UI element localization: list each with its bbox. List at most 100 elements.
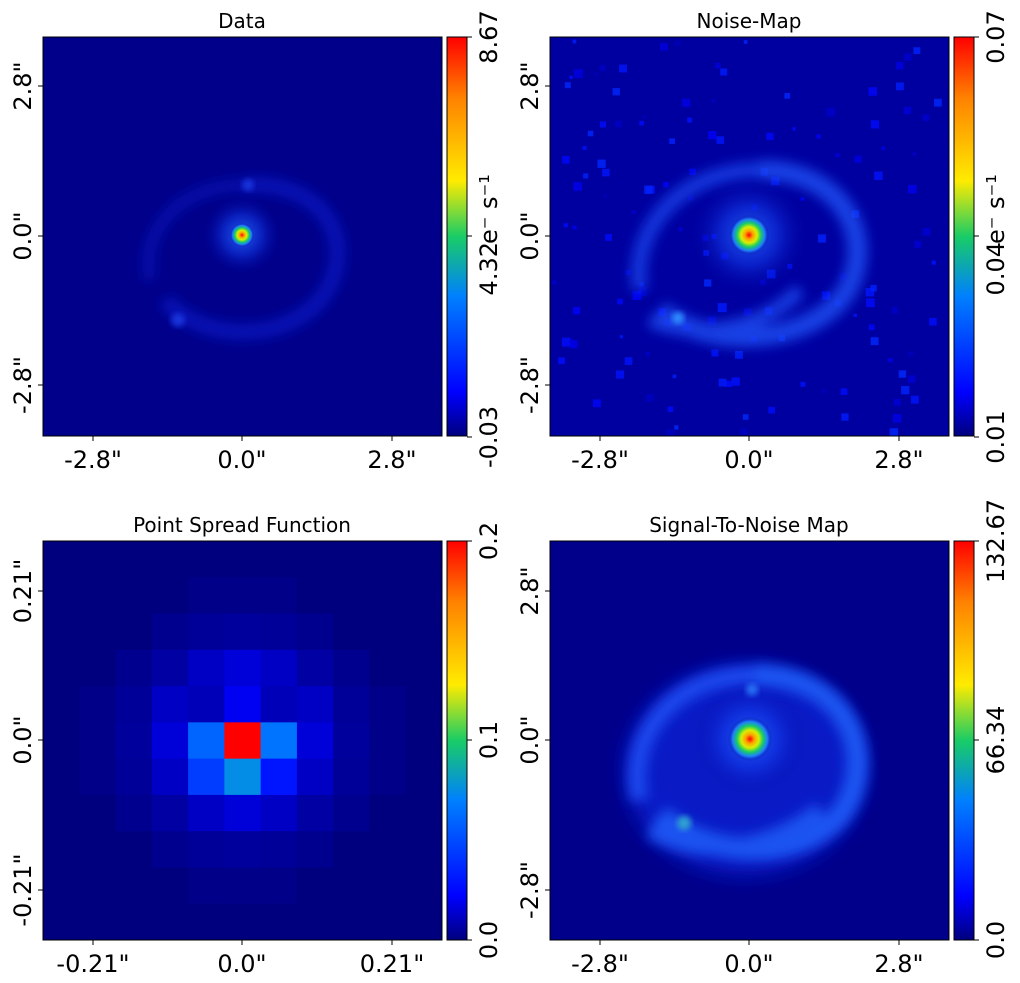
noise-speckle-pixel <box>574 69 583 78</box>
y-tick-label: -2.8" <box>9 356 37 414</box>
noise-speckle-pixel <box>853 313 857 317</box>
psf-pixel <box>296 867 334 905</box>
psf-pixel <box>79 903 117 940</box>
noise-speckle-pixel <box>817 234 827 243</box>
noise-speckle-pixel <box>644 185 653 194</box>
noise-speckle-pixel <box>898 370 907 378</box>
noise-speckle-pixel <box>704 279 712 287</box>
noise-speckle-pixel <box>678 227 683 232</box>
psf-pixel <box>43 867 80 905</box>
noise-speckle-pixel <box>742 414 749 420</box>
psf-pixel <box>79 541 117 578</box>
psf-pixel <box>333 686 371 723</box>
panel-signal-to-noise: Signal-To-Noise Map -2.8" 0.0" 2.8" <box>516 499 1010 978</box>
psf-pixel <box>369 613 407 651</box>
psf-pixel <box>151 686 189 723</box>
psf-pixel <box>260 541 298 578</box>
noise-speckle-pixel <box>870 337 879 346</box>
colorbar-tick-label: 0.01 <box>982 410 1010 463</box>
psf-pixel <box>296 649 334 687</box>
psf-pixel <box>296 758 334 796</box>
psf-pixel <box>151 903 189 940</box>
noise-speckle-pixel <box>784 93 791 99</box>
noise-speckle-pixel <box>904 53 912 61</box>
noise-speckle-pixel <box>904 106 912 114</box>
colorbar: 0.0 0.1 0.2 <box>446 522 503 959</box>
noise-speckle-pixel <box>922 114 930 121</box>
psf-pixel <box>369 903 407 940</box>
psf-pixel-grid <box>43 541 442 940</box>
psf-pixel <box>296 722 334 760</box>
noise-speckle-pixel <box>599 121 606 128</box>
noise-speckle-pixel <box>631 210 636 215</box>
noise-speckle-pixel <box>717 303 727 313</box>
noise-speckle-pixel <box>896 82 904 91</box>
psf-pixel <box>296 831 334 869</box>
x-tick-label: -2.8" <box>571 446 629 474</box>
noise-speckle-pixel <box>771 176 780 186</box>
noise-speckle-pixel <box>667 406 674 412</box>
noise-speckle-pixel <box>552 280 557 285</box>
noise-speckle-pixel <box>912 152 916 156</box>
y-tick-label: 0.0" <box>516 715 544 764</box>
psf-pixel <box>79 794 117 832</box>
psf-pixel <box>405 613 442 651</box>
colorbar-tick-label: 0.04 <box>982 242 1010 295</box>
noise-speckle-pixel <box>638 286 648 296</box>
x-tick-label: 0.21" <box>360 950 424 978</box>
psf-pixel <box>151 577 189 615</box>
colorbar-tick-label: 0.0 <box>982 921 1010 959</box>
colorbar-tick-label: 132.67 <box>982 499 1010 583</box>
noise-speckle-pixel <box>731 377 740 386</box>
psf-pixel <box>369 541 407 578</box>
panel-data: Data -2.8" 0.0" 2.8" -2.8" <box>9 9 503 474</box>
noise-speckle-pixel <box>645 394 654 402</box>
psf-pixel <box>405 577 442 615</box>
noise-speckle-pixel <box>910 395 919 404</box>
psf-pixel <box>188 613 225 651</box>
noise-speckle-pixel <box>583 173 589 179</box>
y-tick-label: -2.8" <box>516 861 544 919</box>
colorbar-tick-label: 0.2 <box>475 522 503 560</box>
psf-pixel <box>151 649 189 687</box>
noise-speckle-pixel <box>562 156 570 164</box>
x-axis: -2.8" 0.0" 2.8" <box>64 436 417 474</box>
noise-speckle-pixel <box>922 228 931 236</box>
psf-pixel <box>188 867 225 905</box>
x-tick-label: 0.0" <box>724 446 773 474</box>
noise-speckle-pixel <box>669 138 675 145</box>
psf-pixel <box>79 577 117 615</box>
noise-speckle-pixel <box>715 63 721 69</box>
x-tick-label: 2.8" <box>367 446 416 474</box>
noise-speckle-pixel <box>854 155 862 163</box>
colorbar: 0.01 0.04 e⁻ s⁻¹ 0.07 <box>953 10 1010 464</box>
noise-speckle-pixel <box>901 386 910 395</box>
psf-pixel <box>405 831 442 869</box>
y-axis: -2.8" 0.0" 2.8" <box>9 61 43 414</box>
noise-speckle-pixel <box>929 317 937 326</box>
colorbar-label: 4.32 <box>475 242 503 295</box>
noise-speckle-pixel <box>800 381 806 387</box>
noise-speckle-pixel <box>711 99 715 103</box>
noise-speckle-pixel <box>716 136 725 144</box>
psf-pixel <box>43 649 80 687</box>
psf-pixel <box>260 794 298 832</box>
noise-speckle-pixel <box>821 389 826 393</box>
psf-pixel <box>333 758 371 796</box>
psf-pixel <box>224 831 262 869</box>
psf-pixel <box>369 577 407 615</box>
noise-speckle-pixel <box>642 115 647 119</box>
noise-speckle-pixel <box>893 399 901 406</box>
noise-speckle-pixel <box>619 64 627 73</box>
panel-title: Data <box>218 9 266 33</box>
noise-speckle-pixel <box>892 414 902 423</box>
psf-pixel <box>79 686 117 723</box>
colorbar-tick-label: 8.67 <box>475 10 503 63</box>
psf-pixel <box>43 722 80 760</box>
noise-speckle-pixel <box>868 324 875 331</box>
psf-pixel <box>188 686 225 723</box>
y-tick-label: 2.8" <box>516 61 544 110</box>
psf-pixel <box>405 541 442 578</box>
noise-speckle-pixel <box>639 120 644 126</box>
